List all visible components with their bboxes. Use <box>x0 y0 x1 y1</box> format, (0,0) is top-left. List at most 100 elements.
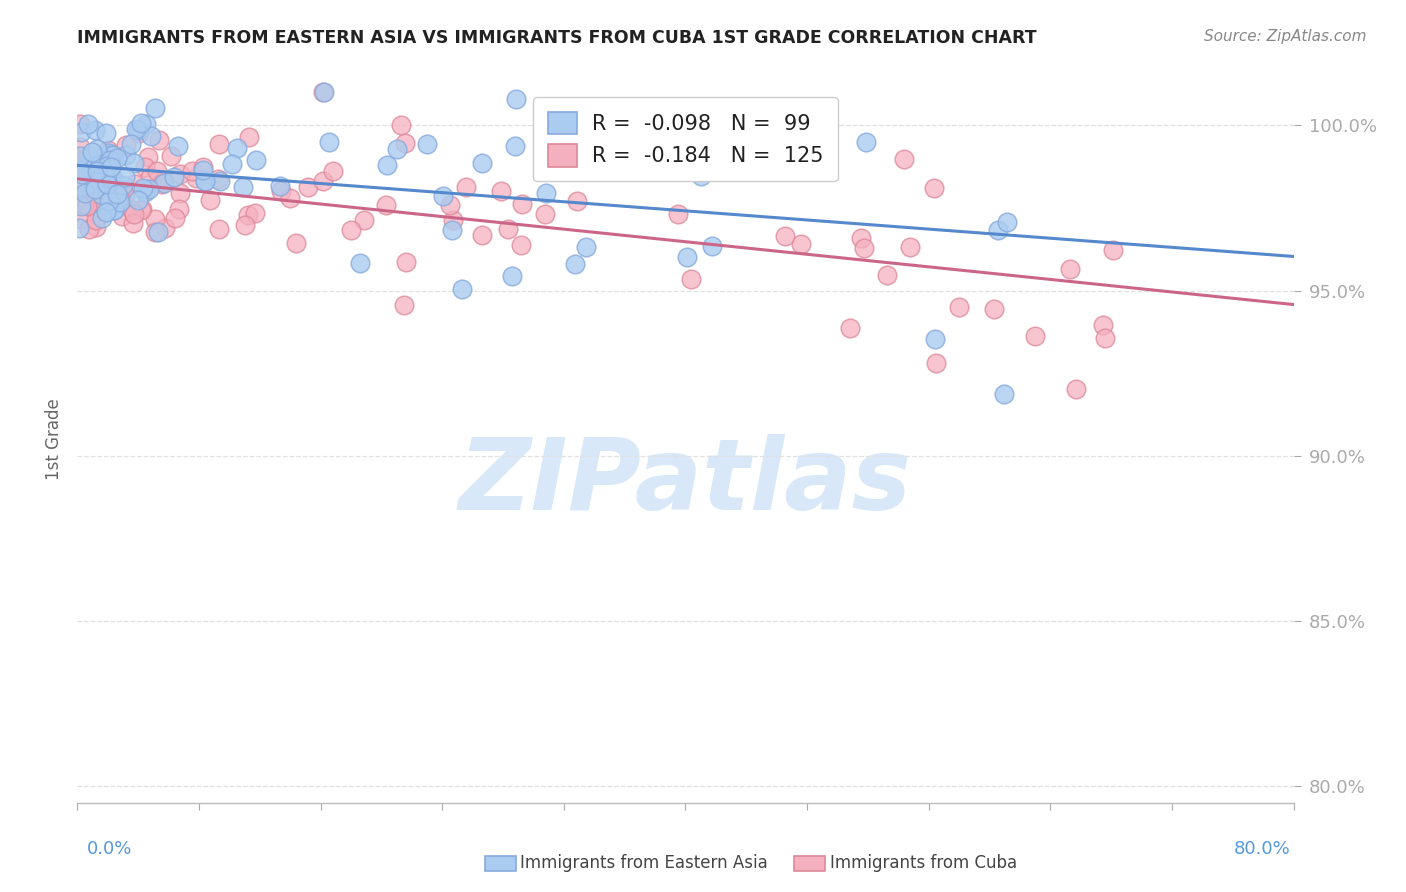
Point <box>432 189 454 203</box>
Point <box>77 222 100 236</box>
Point <box>67 173 90 187</box>
Point <box>90 188 112 202</box>
Point <box>893 153 915 167</box>
Point <box>70 125 93 139</box>
Point <box>107 182 129 196</box>
Point <box>73 186 96 200</box>
Point <box>675 250 697 264</box>
Point <box>148 133 170 147</box>
Point <box>987 222 1010 236</box>
Point <box>853 241 876 255</box>
Point <box>700 239 723 253</box>
Point <box>80 155 103 169</box>
Point <box>79 158 101 172</box>
Point <box>672 121 695 136</box>
Point <box>112 185 135 199</box>
Point <box>84 219 107 234</box>
Point <box>67 220 90 235</box>
Point <box>70 153 93 167</box>
Point <box>284 235 307 250</box>
Point <box>124 178 146 192</box>
Point <box>94 126 117 140</box>
Point <box>312 174 335 188</box>
Point <box>96 159 118 173</box>
Point <box>637 126 659 140</box>
Point <box>70 199 93 213</box>
Point <box>169 167 191 181</box>
Point <box>89 201 111 215</box>
Point <box>169 186 191 200</box>
Point <box>129 116 152 130</box>
Point <box>70 159 93 173</box>
Point <box>806 151 828 165</box>
Point <box>567 194 589 208</box>
Point <box>924 332 946 346</box>
Point <box>93 176 115 190</box>
Point <box>86 194 108 208</box>
Text: 0.0%: 0.0% <box>87 840 132 858</box>
Point <box>922 181 945 195</box>
Point <box>127 123 149 137</box>
Point <box>208 136 231 151</box>
Point <box>84 123 107 137</box>
Point <box>132 180 155 194</box>
Point <box>122 216 145 230</box>
Point <box>114 170 136 185</box>
Point <box>86 177 108 191</box>
Point <box>134 160 156 174</box>
Point <box>451 282 474 296</box>
Point <box>73 198 96 212</box>
Point <box>98 154 121 169</box>
Text: Immigrants from Eastern Asia: Immigrants from Eastern Asia <box>520 855 768 872</box>
Point <box>269 179 291 194</box>
Point <box>70 178 93 193</box>
Point <box>94 204 117 219</box>
Point <box>77 117 100 131</box>
Point <box>536 186 558 200</box>
Point <box>83 183 105 197</box>
Point <box>194 174 217 188</box>
Point <box>143 225 166 239</box>
Point <box>163 169 186 184</box>
Point <box>80 145 103 159</box>
Point <box>166 139 188 153</box>
Point <box>72 190 94 204</box>
Point <box>69 139 91 153</box>
Point <box>207 172 229 186</box>
Point <box>69 117 91 131</box>
Text: IMMIGRANTS FROM EASTERN ASIA VS IMMIGRANTS FROM CUBA 1ST GRADE CORRELATION CHART: IMMIGRANTS FROM EASTERN ASIA VS IMMIGRAN… <box>77 29 1038 46</box>
Point <box>153 220 176 235</box>
Point <box>80 172 103 186</box>
Point <box>855 135 877 149</box>
Point <box>849 231 872 245</box>
Legend: R =  -0.098   N =  99, R =  -0.184   N =  125: R = -0.098 N = 99, R = -0.184 N = 125 <box>533 97 838 181</box>
Point <box>98 153 121 168</box>
Point <box>1059 262 1081 277</box>
Y-axis label: 1st Grade: 1st Grade <box>45 399 63 480</box>
Point <box>995 215 1018 229</box>
Point <box>91 165 114 179</box>
Point <box>270 184 292 198</box>
Point <box>107 194 129 209</box>
Point <box>993 386 1015 401</box>
Point <box>876 268 898 282</box>
Point <box>111 178 134 193</box>
Point <box>349 255 371 269</box>
Point <box>948 300 970 314</box>
Point <box>96 177 118 191</box>
Point <box>225 141 247 155</box>
Point <box>297 180 319 194</box>
Point <box>128 126 150 140</box>
Point <box>496 222 519 236</box>
Point <box>533 207 555 221</box>
Point <box>814 164 837 178</box>
Point <box>69 149 91 163</box>
Point <box>72 163 94 178</box>
Point <box>160 149 183 163</box>
Point <box>221 157 243 171</box>
Point <box>208 174 231 188</box>
Point <box>101 170 124 185</box>
Point <box>509 237 531 252</box>
Point <box>612 113 634 128</box>
Point <box>582 160 605 174</box>
